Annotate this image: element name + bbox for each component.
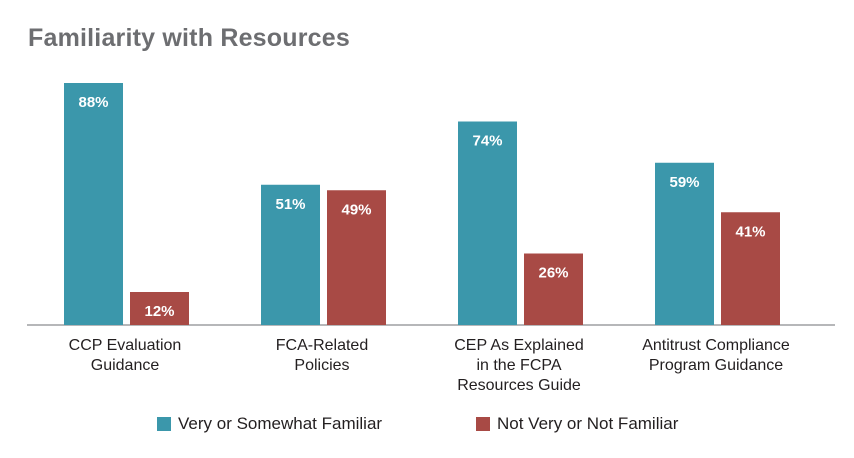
data-label-not-familiar-1: 49%	[341, 201, 371, 218]
data-label-familiar-1: 51%	[275, 196, 305, 213]
data-label-not-familiar-3: 41%	[735, 223, 765, 240]
category-label-0-line-0: CCP Evaluation	[69, 337, 182, 354]
bar-familiar-3	[655, 162, 714, 325]
legend-item-not-familiar: Not Very or Not Familiar	[476, 414, 678, 434]
category-label-3-line-0: Antitrust Compliance	[642, 337, 790, 354]
category-label-2-line-0: CEP As Explained	[454, 337, 584, 354]
legend: Very or Somewhat Familiar Not Very or No…	[0, 414, 854, 442]
bar-not-familiar-2	[524, 253, 583, 325]
data-label-familiar-0: 88%	[78, 94, 108, 111]
data-label-familiar-3: 59%	[669, 174, 699, 191]
bar-not-familiar-0	[130, 292, 189, 325]
data-label-familiar-2: 74%	[472, 133, 502, 150]
category-label-0-line-1: Guidance	[91, 357, 160, 374]
legend-swatch-familiar	[157, 417, 171, 431]
legend-swatch-not-familiar	[476, 417, 490, 431]
bar-not-familiar-3	[721, 212, 780, 325]
legend-label-not-familiar: Not Very or Not Familiar	[497, 414, 679, 433]
category-label-2-line-1: in the FCPA	[476, 357, 561, 374]
category-label-3-line-1: Program Guidance	[649, 357, 783, 374]
category-label-1-line-1: Policies	[294, 357, 349, 374]
bar-familiar-0	[64, 83, 123, 325]
bar-familiar-1	[261, 184, 320, 325]
category-label-1-line-0: FCA-Related	[276, 337, 368, 354]
data-label-not-familiar-2: 26%	[538, 265, 568, 282]
bar-familiar-2	[458, 121, 517, 325]
legend-item-familiar: Very or Somewhat Familiar	[157, 414, 382, 434]
chart-title: Familiarity with Resources	[28, 24, 350, 52]
category-label-2-line-2: Resources Guide	[457, 377, 581, 394]
bar-not-familiar-1	[327, 190, 386, 325]
data-label-not-familiar-0: 12%	[144, 303, 174, 320]
legend-label-familiar: Very or Somewhat Familiar	[178, 414, 383, 433]
